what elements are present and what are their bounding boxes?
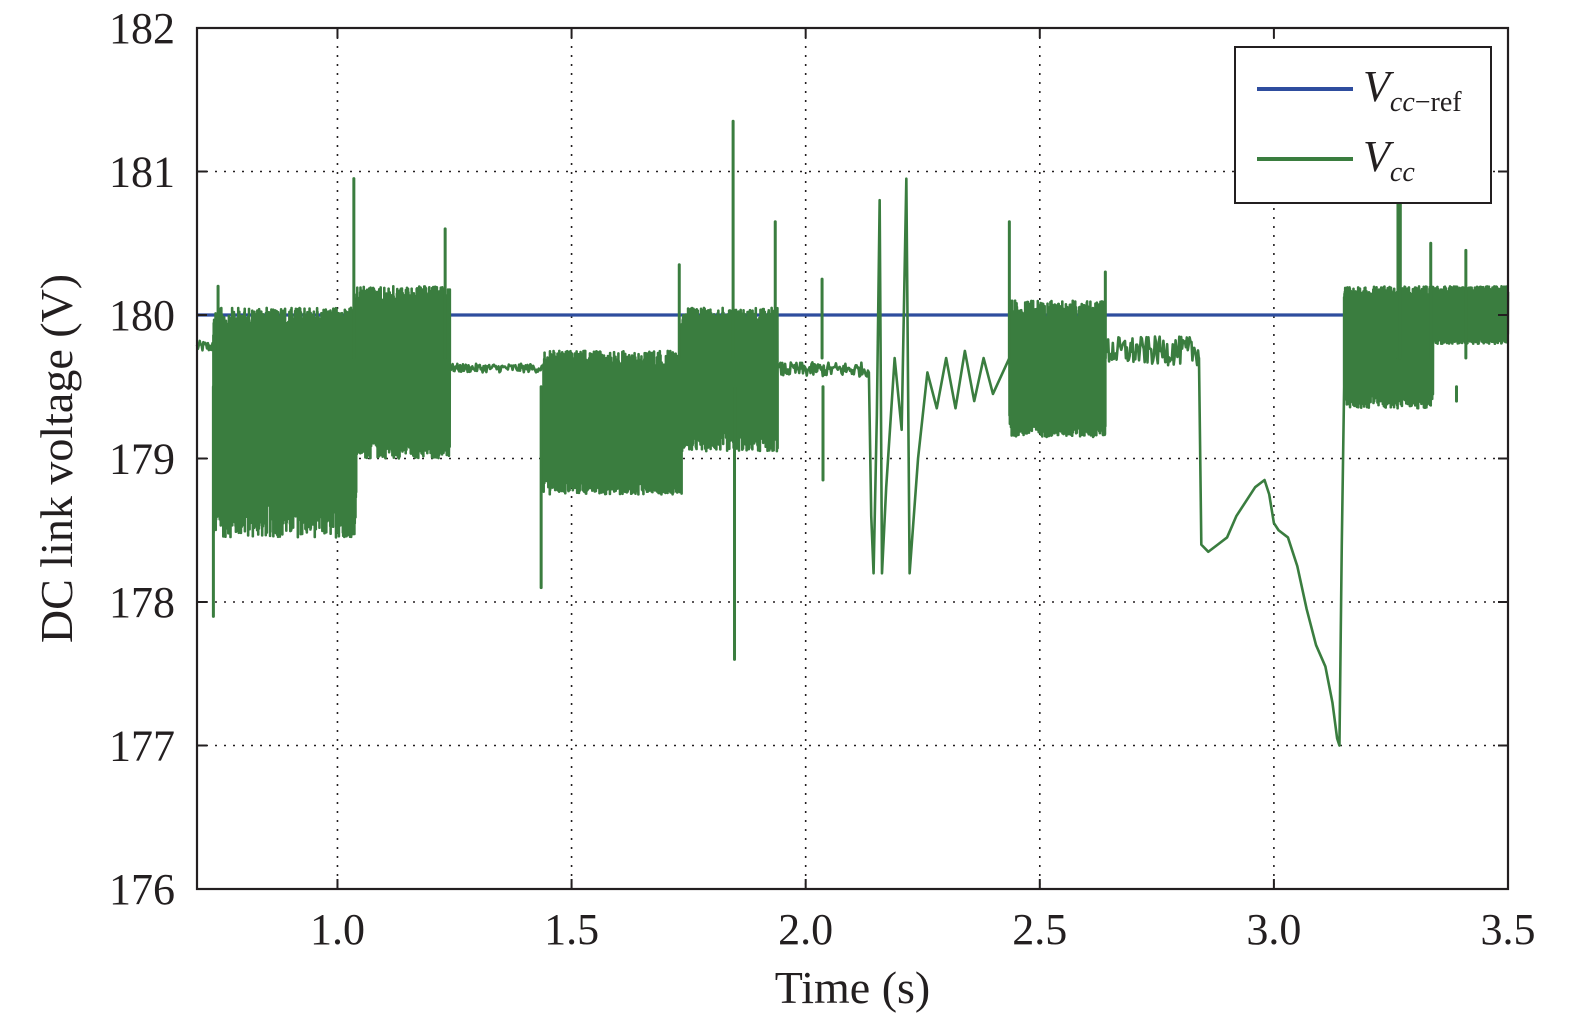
legend-entry-vcc: Vcc: [1363, 132, 1415, 188]
legend-entry-vcc-main: V: [1363, 132, 1395, 181]
y-tick-label-5: 181: [109, 148, 175, 197]
x-tick-label-0: 1.0: [310, 905, 365, 954]
x-tick-label-2: 2.0: [778, 905, 833, 954]
x-tick-label-1: 1.5: [544, 905, 599, 954]
y-tick-label-0: 176: [109, 865, 175, 914]
x-tick-label-5: 3.5: [1481, 905, 1536, 954]
series-layer: [195, 119, 1510, 747]
legend-entry-vcc-ref-sub-ref: −ref: [1415, 87, 1463, 118]
x-tick-label-3: 2.5: [1012, 905, 1067, 954]
y-tick-label-2: 178: [109, 578, 175, 627]
x-tick-label-4: 3.0: [1246, 905, 1301, 954]
y-axis-label: DC link voltage (V): [31, 274, 82, 643]
legend-entry-vcc-ref-main: V: [1363, 62, 1395, 111]
tick-labels: 1.0 1.5 2.0 2.5 3.0 3.5 176 177 178 179 180 181 182: [109, 4, 1536, 954]
series-line-vcc: [195, 177, 1510, 747]
legend: Vcc−ref Vcc: [1234, 46, 1492, 204]
legend-entry-vcc-ref-sub: cc−ref: [1390, 87, 1462, 118]
y-tick-label-3: 179: [109, 435, 175, 484]
y-tick-label-6: 182: [109, 4, 175, 53]
legend-entry-vcc-ref: Vcc−ref: [1363, 62, 1462, 118]
legend-box: [1234, 46, 1492, 204]
legend-entry-vcc-sub: cc: [1390, 157, 1415, 188]
legend-entry-vcc-ref-sub-cc: cc: [1390, 87, 1415, 118]
y-tick-label-4: 180: [109, 291, 175, 340]
y-tick-label-1: 177: [109, 722, 175, 771]
x-axis-label: Time (s): [775, 962, 931, 1013]
